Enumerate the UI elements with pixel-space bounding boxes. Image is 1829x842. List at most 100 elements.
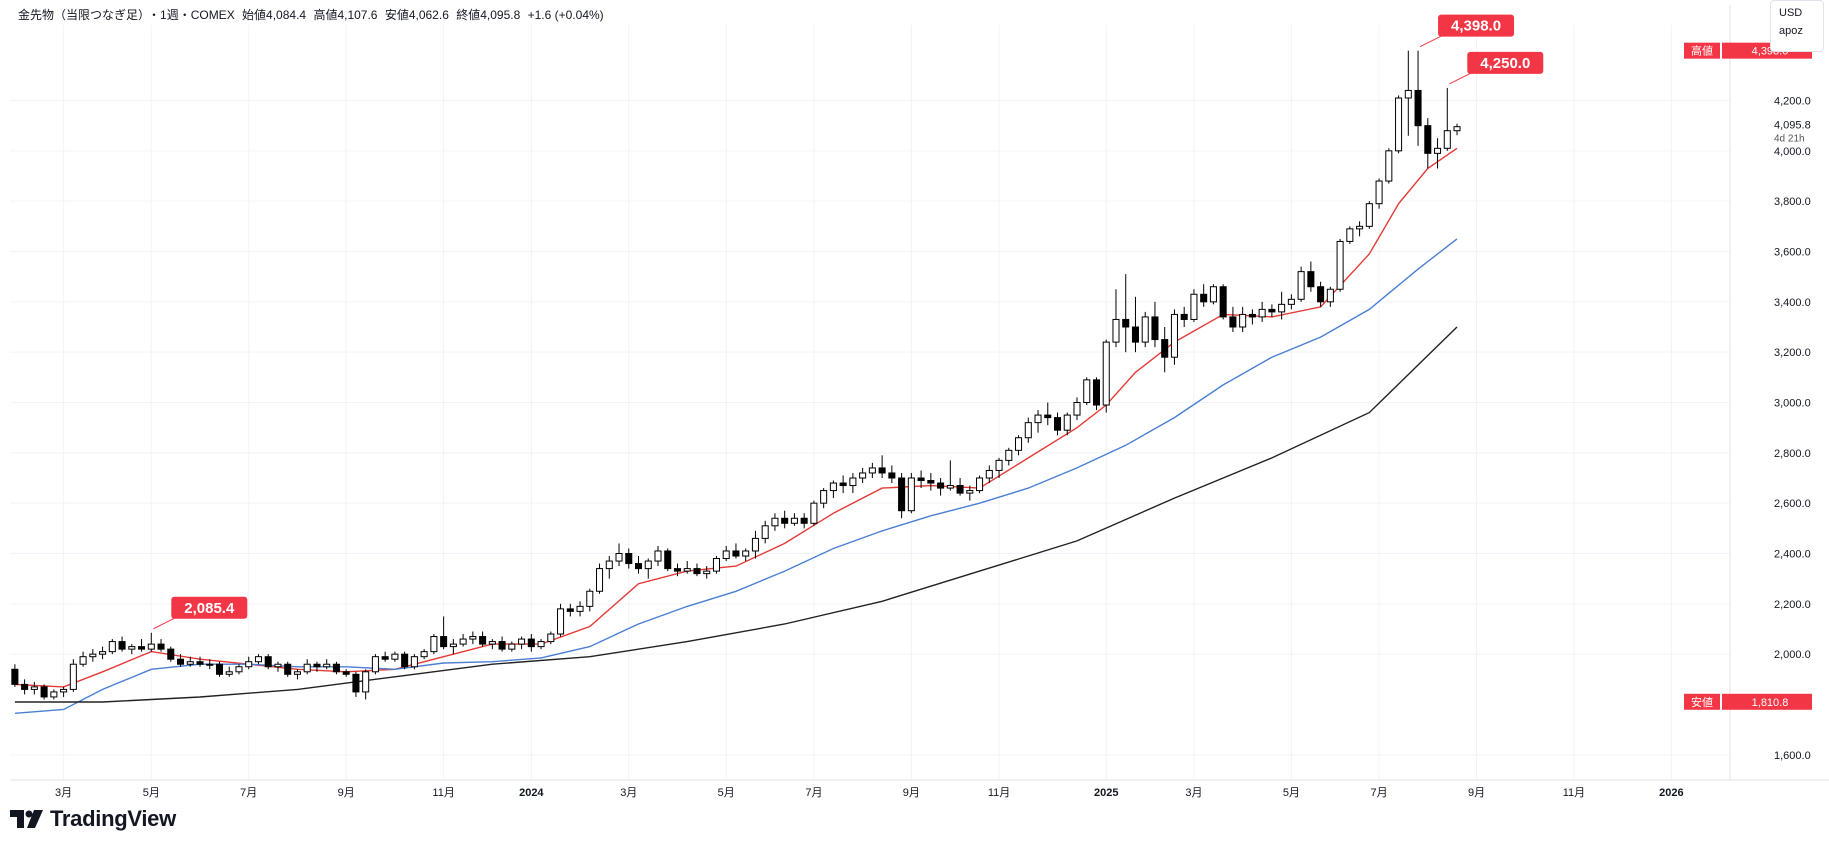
- candle: [40, 684, 48, 700]
- y-tick-label: 3,800.0: [1774, 196, 1811, 208]
- candle-body: [868, 467, 876, 474]
- candle-body: [956, 485, 964, 494]
- x-tick-label: 9月: [338, 787, 355, 799]
- candle-body: [254, 656, 263, 663]
- candle: [644, 558, 652, 579]
- candle-body: [108, 641, 116, 653]
- y-tick-label: 3,200.0: [1774, 347, 1811, 359]
- candle-body: [381, 656, 389, 660]
- candle-body: [1453, 126, 1461, 132]
- candle-body: [537, 641, 545, 648]
- candle-body: [128, 646, 136, 650]
- x-tick-label: 3月: [1185, 787, 1202, 799]
- candle-body: [1131, 326, 1139, 343]
- candle-body: [547, 633, 555, 643]
- candle-body: [498, 641, 506, 650]
- candle: [751, 530, 759, 559]
- candle: [615, 543, 623, 567]
- candle: [362, 669, 370, 700]
- candle-body: [1258, 308, 1266, 318]
- candle: [264, 654, 272, 670]
- candle: [147, 632, 155, 652]
- candle: [1404, 50, 1412, 136]
- symbol-name[interactable]: 金先物（当限つなぎ足）: [18, 8, 145, 22]
- candle-body: [625, 553, 633, 565]
- candle: [1307, 261, 1315, 292]
- y-tick-label: 2,400.0: [1774, 549, 1811, 561]
- candle-body: [927, 480, 935, 484]
- candle-body: [1385, 150, 1393, 182]
- candle: [30, 681, 38, 695]
- candle-body: [410, 656, 418, 668]
- candle: [1034, 410, 1042, 433]
- price-chart[interactable]: 3月 5月 7月 9月 11月 2024 3月 5月 7月 9月 11月 2025 3月 5月 7月 9月 11…: [0, 0, 1829, 800]
- candle-body: [937, 482, 945, 489]
- candle-body: [352, 673, 360, 693]
- candle: [927, 472, 935, 491]
- candle-body: [323, 663, 331, 668]
- price-tag-name: 安値: [1691, 695, 1713, 709]
- candle-body: [557, 608, 565, 635]
- y-tick-label: 2,800.0: [1774, 448, 1811, 460]
- candle: [11, 664, 19, 687]
- price-tag-value: 1,810.8: [1752, 697, 1789, 709]
- candle: [917, 470, 925, 489]
- candle: [186, 656, 194, 667]
- candle: [1297, 266, 1305, 302]
- candle: [420, 649, 428, 660]
- candle-body: [215, 663, 224, 675]
- candle: [381, 651, 389, 662]
- candle-body: [518, 638, 526, 645]
- currency-label[interactable]: USD: [1779, 7, 1803, 19]
- candle-body: [1317, 286, 1325, 303]
- candle: [1063, 412, 1071, 436]
- candle: [781, 510, 789, 529]
- candle-body: [293, 671, 301, 675]
- candle: [878, 455, 886, 478]
- candle: [810, 500, 818, 526]
- candle-body: [1209, 286, 1217, 303]
- candle-body: [1365, 203, 1373, 227]
- candle-body: [371, 656, 379, 673]
- candle-body: [1375, 180, 1383, 205]
- candle: [820, 488, 828, 509]
- candle: [1005, 447, 1013, 466]
- candle: [1200, 284, 1208, 307]
- candle-body: [420, 651, 428, 658]
- candle-body: [1443, 130, 1451, 149]
- x-tick-label: 11月: [432, 787, 454, 799]
- candle-body: [157, 643, 165, 650]
- candle: [391, 651, 399, 662]
- candle: [683, 561, 691, 574]
- candle: [177, 654, 185, 667]
- candle: [498, 636, 506, 652]
- candle: [1024, 417, 1032, 443]
- candle-body: [479, 636, 487, 645]
- candle: [440, 616, 448, 650]
- candle-body: [196, 661, 204, 665]
- candle: [1268, 304, 1276, 317]
- candle-body: [89, 653, 97, 658]
- candle-body: [527, 638, 535, 648]
- tradingview-brand[interactable]: TradingView: [10, 806, 176, 832]
- candle-body: [1005, 449, 1013, 461]
- candle-body: [1404, 89, 1412, 99]
- currency-box[interactable]: USD apoz: [1770, 0, 1824, 52]
- interval-label[interactable]: ・1週・COMEX: [148, 8, 235, 22]
- candle: [732, 543, 740, 559]
- candle-body: [751, 537, 759, 552]
- candle-body: [634, 563, 643, 570]
- callout-label: 4,250.0: [1480, 55, 1530, 72]
- candle: [1092, 377, 1101, 411]
- candle: [868, 462, 876, 478]
- candle-body: [1015, 437, 1023, 451]
- candle: [449, 639, 457, 655]
- candle-body: [1034, 414, 1042, 424]
- candle-body: [313, 663, 321, 668]
- candle: [1131, 296, 1139, 353]
- candle-body: [449, 643, 457, 648]
- candle: [1229, 306, 1237, 333]
- candle-body: [1122, 318, 1130, 328]
- candle-body: [586, 590, 594, 607]
- candle: [157, 639, 165, 652]
